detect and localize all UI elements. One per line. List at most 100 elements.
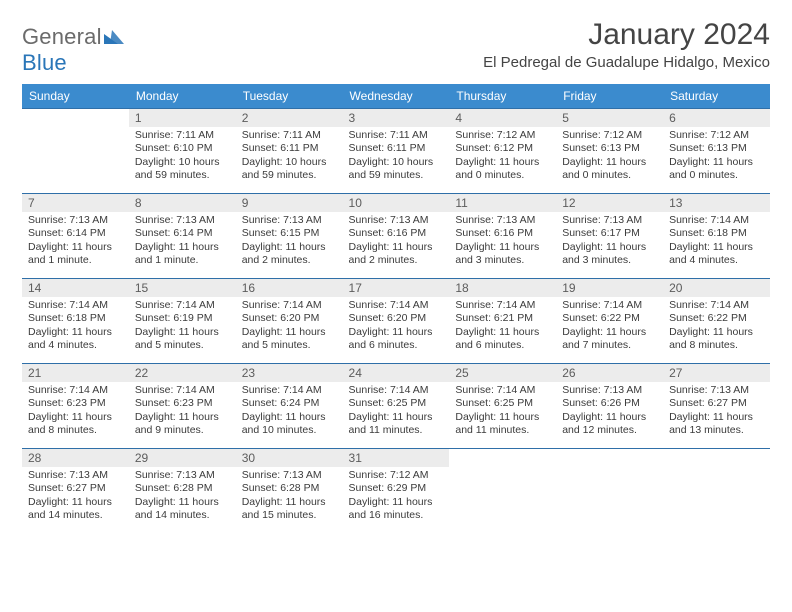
daylight-text: Daylight: 11 hours and 9 minutes. <box>135 411 230 438</box>
daylight-text: Daylight: 11 hours and 10 minutes. <box>242 411 337 438</box>
calendar-day-cell: 3Sunrise: 7:11 AMSunset: 6:11 PMDaylight… <box>343 109 450 194</box>
day-body: Sunrise: 7:13 AMSunset: 6:27 PMDaylight:… <box>663 382 770 448</box>
day-body: Sunrise: 7:13 AMSunset: 6:17 PMDaylight:… <box>556 212 663 278</box>
day-number: 3 <box>343 109 450 127</box>
daylight-text: Daylight: 11 hours and 1 minute. <box>28 241 123 268</box>
sunrise-text: Sunrise: 7:13 AM <box>28 214 123 227</box>
day-body: Sunrise: 7:12 AMSunset: 6:13 PMDaylight:… <box>663 127 770 193</box>
sunrise-text: Sunrise: 7:14 AM <box>349 299 444 312</box>
daylight-text: Daylight: 11 hours and 13 minutes. <box>669 411 764 438</box>
day-body: Sunrise: 7:14 AMSunset: 6:20 PMDaylight:… <box>236 297 343 363</box>
calendar-day-cell: 12Sunrise: 7:13 AMSunset: 6:17 PMDayligh… <box>556 194 663 279</box>
day-number: 29 <box>129 449 236 467</box>
calendar-day-cell: 16Sunrise: 7:14 AMSunset: 6:20 PMDayligh… <box>236 279 343 364</box>
sunrise-text: Sunrise: 7:14 AM <box>242 299 337 312</box>
sunset-text: Sunset: 6:23 PM <box>28 397 123 410</box>
sunset-text: Sunset: 6:16 PM <box>349 227 444 240</box>
day-number: 10 <box>343 194 450 212</box>
day-body: Sunrise: 7:13 AMSunset: 6:26 PMDaylight:… <box>556 382 663 448</box>
sunrise-text: Sunrise: 7:11 AM <box>349 129 444 142</box>
calendar-day-cell: 17Sunrise: 7:14 AMSunset: 6:20 PMDayligh… <box>343 279 450 364</box>
sunset-text: Sunset: 6:24 PM <box>242 397 337 410</box>
day-number: 8 <box>129 194 236 212</box>
day-number: 21 <box>22 364 129 382</box>
day-number: 4 <box>449 109 556 127</box>
sunrise-text: Sunrise: 7:14 AM <box>455 299 550 312</box>
daylight-text: Daylight: 11 hours and 15 minutes. <box>242 496 337 523</box>
day-number: 12 <box>556 194 663 212</box>
day-number: 24 <box>343 364 450 382</box>
sunrise-text: Sunrise: 7:12 AM <box>455 129 550 142</box>
sunrise-text: Sunrise: 7:13 AM <box>135 469 230 482</box>
calendar-day-cell <box>449 449 556 534</box>
day-body: Sunrise: 7:14 AMSunset: 6:23 PMDaylight:… <box>22 382 129 448</box>
weekday-header: Tuesday <box>236 84 343 109</box>
calendar-day-cell: 13Sunrise: 7:14 AMSunset: 6:18 PMDayligh… <box>663 194 770 279</box>
sunrise-text: Sunrise: 7:13 AM <box>455 214 550 227</box>
day-body: Sunrise: 7:14 AMSunset: 6:20 PMDaylight:… <box>343 297 450 363</box>
calendar-day-cell: 26Sunrise: 7:13 AMSunset: 6:26 PMDayligh… <box>556 364 663 449</box>
day-body: Sunrise: 7:12 AMSunset: 6:13 PMDaylight:… <box>556 127 663 193</box>
daylight-text: Daylight: 11 hours and 4 minutes. <box>28 326 123 353</box>
sunset-text: Sunset: 6:12 PM <box>455 142 550 155</box>
calendar-day-cell: 11Sunrise: 7:13 AMSunset: 6:16 PMDayligh… <box>449 194 556 279</box>
sunset-text: Sunset: 6:18 PM <box>28 312 123 325</box>
day-number: 27 <box>663 364 770 382</box>
calendar-day-cell: 29Sunrise: 7:13 AMSunset: 6:28 PMDayligh… <box>129 449 236 534</box>
location: El Pedregal de Guadalupe Hidalgo, Mexico <box>483 54 770 71</box>
calendar-day-cell: 8Sunrise: 7:13 AMSunset: 6:14 PMDaylight… <box>129 194 236 279</box>
sunrise-text: Sunrise: 7:14 AM <box>455 384 550 397</box>
day-body: Sunrise: 7:11 AMSunset: 6:11 PMDaylight:… <box>343 127 450 193</box>
sunrise-text: Sunrise: 7:14 AM <box>669 299 764 312</box>
sunset-text: Sunset: 6:19 PM <box>135 312 230 325</box>
day-body: Sunrise: 7:14 AMSunset: 6:18 PMDaylight:… <box>22 297 129 363</box>
day-number: 6 <box>663 109 770 127</box>
day-number: 1 <box>129 109 236 127</box>
calendar-day-cell: 15Sunrise: 7:14 AMSunset: 6:19 PMDayligh… <box>129 279 236 364</box>
day-body: Sunrise: 7:14 AMSunset: 6:22 PMDaylight:… <box>556 297 663 363</box>
day-number: 13 <box>663 194 770 212</box>
calendar-week-row: 1Sunrise: 7:11 AMSunset: 6:10 PMDaylight… <box>22 109 770 194</box>
weekday-header: Saturday <box>663 84 770 109</box>
day-number: 16 <box>236 279 343 297</box>
sunrise-text: Sunrise: 7:12 AM <box>349 469 444 482</box>
day-number: 26 <box>556 364 663 382</box>
calendar-day-cell: 27Sunrise: 7:13 AMSunset: 6:27 PMDayligh… <box>663 364 770 449</box>
day-number: 18 <box>449 279 556 297</box>
daylight-text: Daylight: 11 hours and 8 minutes. <box>669 326 764 353</box>
calendar-table: SundayMondayTuesdayWednesdayThursdayFrid… <box>22 84 770 533</box>
calendar-day-cell: 9Sunrise: 7:13 AMSunset: 6:15 PMDaylight… <box>236 194 343 279</box>
day-body <box>449 453 556 519</box>
day-body: Sunrise: 7:13 AMSunset: 6:14 PMDaylight:… <box>22 212 129 278</box>
sunset-text: Sunset: 6:22 PM <box>669 312 764 325</box>
daylight-text: Daylight: 11 hours and 14 minutes. <box>28 496 123 523</box>
weekday-header: Monday <box>129 84 236 109</box>
day-body: Sunrise: 7:14 AMSunset: 6:19 PMDaylight:… <box>129 297 236 363</box>
calendar-day-cell: 23Sunrise: 7:14 AMSunset: 6:24 PMDayligh… <box>236 364 343 449</box>
sunrise-text: Sunrise: 7:13 AM <box>242 214 337 227</box>
day-body <box>22 113 129 179</box>
daylight-text: Daylight: 11 hours and 16 minutes. <box>349 496 444 523</box>
calendar-week-row: 21Sunrise: 7:14 AMSunset: 6:23 PMDayligh… <box>22 364 770 449</box>
calendar-day-cell: 6Sunrise: 7:12 AMSunset: 6:13 PMDaylight… <box>663 109 770 194</box>
month-title: January 2024 <box>483 18 770 52</box>
sunset-text: Sunset: 6:13 PM <box>669 142 764 155</box>
sunrise-text: Sunrise: 7:12 AM <box>669 129 764 142</box>
sunrise-text: Sunrise: 7:14 AM <box>349 384 444 397</box>
day-number: 23 <box>236 364 343 382</box>
sunset-text: Sunset: 6:28 PM <box>135 482 230 495</box>
day-body <box>663 453 770 519</box>
daylight-text: Daylight: 11 hours and 7 minutes. <box>562 326 657 353</box>
day-body: Sunrise: 7:13 AMSunset: 6:14 PMDaylight:… <box>129 212 236 278</box>
sunset-text: Sunset: 6:25 PM <box>455 397 550 410</box>
daylight-text: Daylight: 11 hours and 2 minutes. <box>242 241 337 268</box>
sunrise-text: Sunrise: 7:14 AM <box>135 384 230 397</box>
calendar-week-row: 28Sunrise: 7:13 AMSunset: 6:27 PMDayligh… <box>22 449 770 534</box>
daylight-text: Daylight: 11 hours and 12 minutes. <box>562 411 657 438</box>
sunrise-text: Sunrise: 7:11 AM <box>135 129 230 142</box>
sunset-text: Sunset: 6:28 PM <box>242 482 337 495</box>
title-block: January 2024 El Pedregal de Guadalupe Hi… <box>483 18 770 71</box>
calendar-day-cell: 30Sunrise: 7:13 AMSunset: 6:28 PMDayligh… <box>236 449 343 534</box>
weekday-header: Sunday <box>22 84 129 109</box>
logo-mark-icon <box>104 24 124 49</box>
